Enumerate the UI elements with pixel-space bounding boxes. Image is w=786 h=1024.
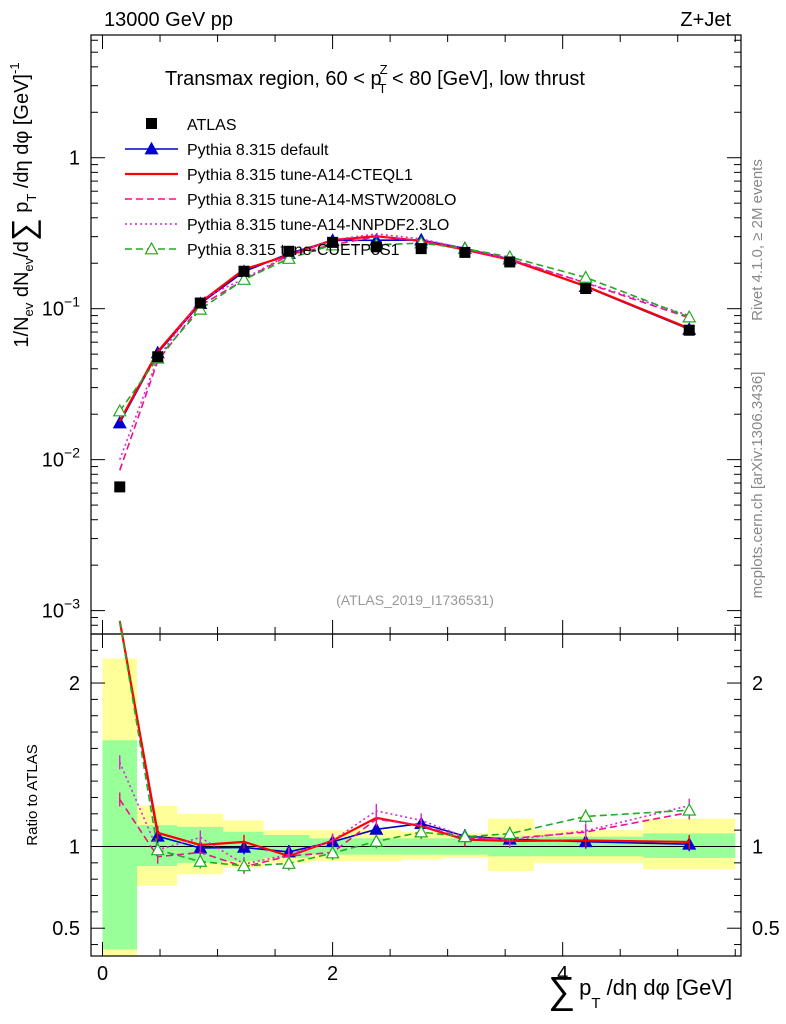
x-tick-label-1: 2 <box>327 963 338 985</box>
main-y-axis-label: 1/Nev dNev/d∑ pT /dη dφ [GeV]-1 <box>5 62 41 347</box>
rivet-label: Rivet 4.1.0, ≥ 2M events <box>749 159 766 321</box>
ratio-marker-4-7 <box>414 824 429 838</box>
ratio-marker-4-8 <box>457 829 472 843</box>
ylabel-part-8: /dη dφ [GeV] <box>11 74 33 194</box>
atlas-point-7 <box>415 243 427 255</box>
ratio-marker-4-10 <box>578 809 593 822</box>
ratio-tick-label-left-2: 2 <box>69 673 80 695</box>
x-axis-label: ∑ pT /dη dφ [GeV] <box>548 970 732 1012</box>
ratio-tick-label-right-2: 2 <box>752 673 763 695</box>
plot-title-sub: T <box>379 81 387 96</box>
ratio-tick-label-left-1: 1 <box>69 836 80 858</box>
x-tick-label-2: 4 <box>557 963 568 985</box>
ratio-marker-4-6 <box>369 834 384 847</box>
beam-label: 13000 GeV pp <box>104 9 233 31</box>
y-tick-label-2: 10−1 <box>42 294 80 321</box>
series-4-marker-0 <box>112 403 127 417</box>
inner-band-0 <box>102 740 138 950</box>
tick-labels: 10−3 10−2 10−1 1 0.5 0.5 1 1 2 2 0 2 4 <box>42 148 780 985</box>
ratio-marker-4-3 <box>236 858 252 872</box>
axis-ticks <box>91 35 741 956</box>
ratio-line-1 <box>118 620 690 858</box>
atlas-point-5 <box>327 236 339 248</box>
ratio-tick-label-right-1: 1 <box>752 836 763 858</box>
ratio-line-4 <box>118 620 690 867</box>
ylabel-part-4: ev <box>21 257 36 271</box>
xlabel-sub: T <box>591 995 600 1012</box>
ylabel-part-1: 1/N <box>11 316 33 347</box>
atlas-point-0 <box>114 481 126 493</box>
ylabel-sigma: ∑ <box>5 218 41 241</box>
legend-marker-5 <box>144 241 159 255</box>
plot-title-part-1: Transmax region, 60 < p <box>165 68 382 90</box>
xlabel-sigma: ∑ <box>548 970 575 1012</box>
x-tick-label-0: 0 <box>97 963 108 985</box>
atlas-point-10 <box>580 283 592 295</box>
atlas-point-1 <box>152 351 164 363</box>
atlas-data-points <box>114 236 695 493</box>
plot-title: Transmax region, 60 < pZ T < 80 [GeV], lo… <box>165 62 585 96</box>
ratio-marker-0-6 <box>369 822 384 835</box>
plot-title-sup: Z <box>380 62 388 77</box>
series-4-marker-10 <box>578 270 593 283</box>
mc-curves <box>112 232 697 471</box>
ratio-uncertainty-bands <box>102 658 736 956</box>
ratio-marker-4-4 <box>281 856 296 869</box>
legend-label-4: Pythia 8.315 tune-A14-NNPDF2.3LO <box>187 217 449 234</box>
plot-title-part-2: < 80 [GeV], low thrust <box>387 68 586 90</box>
ratio-marker-4-5 <box>325 845 340 859</box>
atlas-point-9 <box>504 256 516 268</box>
atlas-point-11 <box>683 324 695 336</box>
ratio-marker-4-1 <box>150 842 165 856</box>
atlas-point-8 <box>459 246 471 258</box>
series-4-marker-11 <box>682 309 697 323</box>
ratio-tick-label-right-0: 0.5 <box>752 918 780 940</box>
legend-label-1: Pythia 8.315 default <box>187 142 329 159</box>
xlabel-p: p <box>579 975 591 1000</box>
analysis-id: (ATLAS_2019_I1736531) <box>336 592 494 608</box>
series-line-2 <box>119 235 690 471</box>
process-label: Z+Jet <box>680 9 731 31</box>
series-4-marker-2 <box>193 302 208 315</box>
ratio-marker-4-9 <box>502 826 517 840</box>
y-tick-label-3: 1 <box>69 148 80 170</box>
legend-marker-atlas <box>146 118 157 129</box>
ratio-marker-4-2 <box>193 854 208 867</box>
series-line-4 <box>119 242 690 412</box>
legend-label-3: Pythia 8.315 tune-A14-MSTW2008LO <box>187 192 456 209</box>
series-4-marker-4 <box>281 251 296 264</box>
atlas-point-3 <box>238 265 250 277</box>
y-tick-label-1: 10−2 <box>42 445 80 472</box>
ratio-line-2 <box>119 798 690 868</box>
legend-label-5: Pythia 8.315 tune-CUETP8S1 <box>187 242 400 259</box>
y-tick-label-0: 10−3 <box>42 596 80 623</box>
atlas-point-6 <box>370 241 382 253</box>
ratio-line-3 <box>119 761 690 865</box>
ylabel-part-5: /d <box>11 241 33 258</box>
series-0-marker-0 <box>112 415 127 429</box>
ratio-tick-label-left-0: 0.5 <box>52 918 80 940</box>
ylabel-part-7: T <box>24 194 39 202</box>
ratio-marker-4-11 <box>682 802 697 816</box>
ratio-plot-frame <box>90 633 742 957</box>
series-line-0 <box>119 239 690 424</box>
atlas-point-4 <box>283 245 295 257</box>
atlas-point-2 <box>194 297 206 309</box>
legend: ATLAS Pythia 8.315 default Pythia 8.315 tu… <box>125 117 456 259</box>
series-line-1 <box>118 235 690 422</box>
ylabel-part-2: ev <box>21 302 36 316</box>
series-line-3 <box>119 233 690 460</box>
ylabel-part-3: dN <box>11 272 33 303</box>
legend-marker-1 <box>144 141 159 155</box>
ylabel-part-9: -1 <box>7 62 22 74</box>
legend-label-0: ATLAS <box>187 117 237 134</box>
ratio-curves <box>118 620 697 874</box>
legend-label-2: Pythia 8.315 tune-A14-CTEQL1 <box>187 167 413 184</box>
ylabel-part-6: p <box>11 202 33 219</box>
series-4-marker-3 <box>236 272 252 285</box>
xlabel-rest: /dη dφ [GeV] <box>601 975 733 1000</box>
ratio-y-axis-label: Ratio to ATLAS <box>24 744 41 845</box>
mcplots-label: mcplots.cern.ch [arXiv:1306.3436] <box>749 372 766 599</box>
